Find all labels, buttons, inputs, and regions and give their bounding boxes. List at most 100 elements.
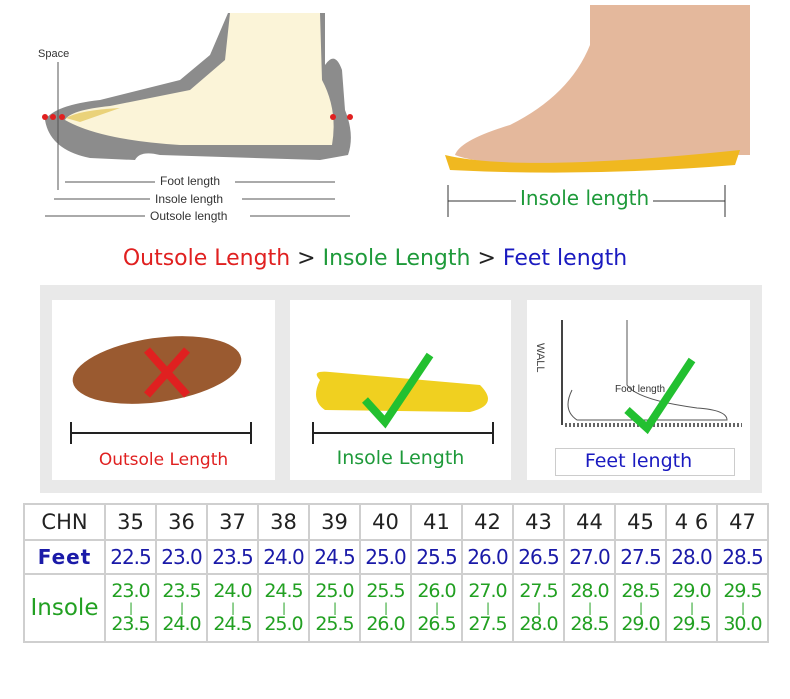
insole-min: 28.0 [570, 580, 609, 602]
feet-length-cell: 24.5 [308, 539, 361, 575]
chn-size-cell: 38 [257, 503, 310, 541]
insole-max: 30.0 [723, 613, 762, 635]
foot-against-wall-image: WALL Foot length [534, 320, 742, 435]
chn-label: CHN [23, 503, 106, 541]
range-separator: | [179, 601, 184, 615]
wall-label: WALL [534, 343, 546, 373]
insole-range-cell: 25.5 | 26.0 [359, 573, 412, 643]
feet-length-cell: 24.0 [257, 539, 310, 575]
insole-max: 25.5 [315, 613, 354, 635]
check-icon [362, 352, 434, 429]
card-insole: Insole Length [290, 300, 511, 480]
shoe-sole-cross-image [70, 336, 252, 443]
chn-size-cell: 42 [461, 503, 514, 541]
insole-min: 29.0 [672, 580, 711, 602]
insole-min: 24.0 [213, 580, 252, 602]
chn-size-cell: 37 [206, 503, 259, 541]
insole-range-cell: 23.5 | 24.0 [155, 573, 208, 643]
insole-range-cell: 29.0 | 29.5 [665, 573, 718, 643]
insole-min: 23.0 [111, 580, 150, 602]
chn-size-cell: 44 [563, 503, 616, 541]
insole-min: 25.0 [315, 580, 354, 602]
card-caption: Insole Length [336, 447, 465, 469]
insole-range-cell: 26.0 | 26.5 [410, 573, 463, 643]
outsole-length-label: Outsole length [150, 209, 227, 223]
range-separator: | [638, 601, 643, 615]
feet-length-cell: 28.5 [716, 539, 769, 575]
insole-range-cell: 27.5 | 28.0 [512, 573, 565, 643]
insole-max: 26.5 [417, 613, 456, 635]
foot-length-label: Foot length [615, 384, 665, 395]
insole-check-image [316, 352, 488, 429]
insole-length-label: Insole length [155, 192, 223, 206]
insole-min: 23.5 [162, 580, 201, 602]
feet-length-cell: 25.5 [410, 539, 463, 575]
insole-max: 29.0 [621, 613, 660, 635]
chn-size-cell: 43 [512, 503, 565, 541]
feet-text: Feet length [502, 246, 628, 271]
space-label: Space [38, 48, 69, 60]
shoe-cross-section-diagram: Space Foot length Insole length Outsole … [38, 13, 353, 223]
insole-min: 26.0 [417, 580, 456, 602]
insole-label: Insole [23, 573, 106, 643]
feet-length-cell: 26.0 [461, 539, 514, 575]
card-feet: WALL Foot length Feet length [527, 300, 750, 480]
chn-size-cell: 36 [155, 503, 208, 541]
insole-min: 25.5 [366, 580, 405, 602]
insole-min: 27.0 [468, 580, 507, 602]
chn-size-cell: 4 6 [665, 503, 718, 541]
range-separator: | [587, 601, 592, 615]
feet-length-cell: 26.5 [512, 539, 565, 575]
card-outsole: Outsole Length [52, 300, 275, 480]
range-separator: | [689, 601, 694, 615]
range-separator: | [536, 601, 541, 615]
insole-max: 23.5 [111, 613, 150, 635]
insole-range-cell: 24.0 | 24.5 [206, 573, 259, 643]
insole-min: 28.5 [621, 580, 660, 602]
feet-length-cell: 27.5 [614, 539, 667, 575]
insole-max: 24.5 [213, 613, 252, 635]
chn-size-cell: 45 [614, 503, 667, 541]
card-caption: Outsole Length [98, 450, 229, 470]
insole-max: 25.0 [264, 613, 303, 635]
size-table: CHN 35 36 37 38 39 40 41 42 43 44 45 4 6 47 Feet 22.5 2… [23, 503, 769, 643]
insole-range-cell: 28.5 | 29.0 [614, 573, 667, 643]
chn-size-cell: 41 [410, 503, 463, 541]
range-separator: | [281, 601, 286, 615]
insole-length-photo-label: Insole length [516, 186, 654, 210]
insole-range-cell: 28.0 | 28.5 [563, 573, 616, 643]
insole-max: 29.5 [672, 613, 711, 635]
insole-max: 27.5 [468, 613, 507, 635]
chn-size-cell: 40 [359, 503, 412, 541]
cross-icon [144, 347, 190, 398]
insole-max: 28.5 [570, 613, 609, 635]
range-separator: | [332, 601, 337, 615]
range-separator: | [128, 601, 133, 615]
insole-range-cell: 27.0 | 27.5 [461, 573, 514, 643]
range-separator: | [740, 601, 745, 615]
gt-symbol: > [290, 246, 323, 271]
insole-range-cell: 23.0 | 23.5 [104, 573, 157, 643]
gt-symbol: > [470, 246, 503, 271]
insole-max: 24.0 [162, 613, 201, 635]
insole-min: 29.5 [723, 580, 762, 602]
insole-text: Insole Length [322, 246, 471, 271]
card-caption: Feet length [584, 450, 693, 472]
foot-on-insole-photo [445, 5, 750, 217]
insole-range-cell: 25.0 | 25.5 [308, 573, 361, 643]
feet-length-cell: 28.0 [665, 539, 718, 575]
feet-length-cell: 22.5 [104, 539, 157, 575]
insole-min: 24.5 [264, 580, 303, 602]
length-comparison-headline: Outsole Length > Insole Length > Feet le… [0, 246, 750, 271]
feet-length-cell: 27.0 [563, 539, 616, 575]
insole-max: 26.0 [366, 613, 405, 635]
chn-size-cell: 39 [308, 503, 361, 541]
feet-length-cell: 25.0 [359, 539, 412, 575]
feet-label: Feet [23, 539, 106, 575]
range-separator: | [485, 601, 490, 615]
insole-max: 28.0 [519, 613, 558, 635]
range-separator: | [434, 601, 439, 615]
check-icon [624, 357, 696, 435]
insole-range-cell: 29.5 | 30.0 [716, 573, 769, 643]
